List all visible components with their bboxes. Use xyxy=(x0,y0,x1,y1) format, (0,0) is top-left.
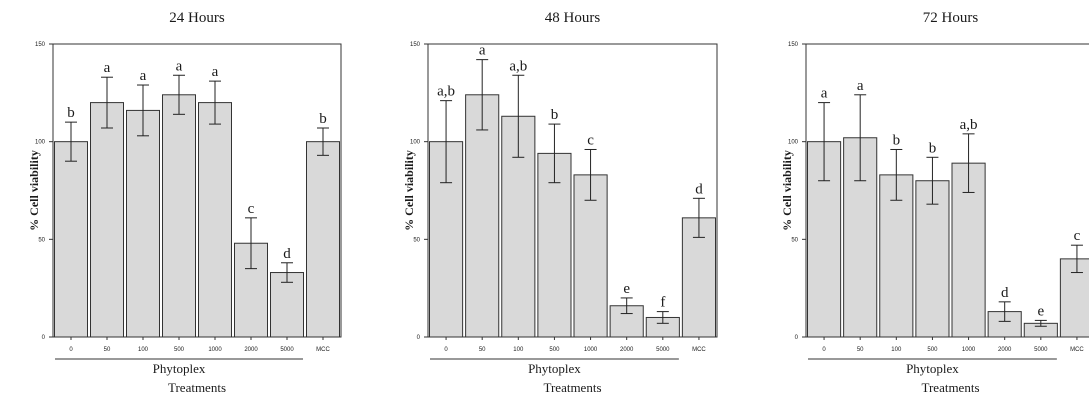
x-tick-label: 500 xyxy=(549,347,560,353)
y-tick-label: 150 xyxy=(410,42,421,48)
y-tick-label: 100 xyxy=(410,140,421,146)
y-tick-label: 50 xyxy=(38,237,45,243)
x-tick-label: 0 xyxy=(822,347,826,353)
x-tick-label: 50 xyxy=(857,347,864,353)
x-tick-label: 5000 xyxy=(280,347,294,353)
group-label: Phytoplex xyxy=(906,361,959,376)
x-tick-label: 100 xyxy=(138,347,149,353)
y-axis-label: % Cell viability xyxy=(402,150,416,231)
chart-panel-3: 72 Hours 0 50 100 150 % Cell viability a 0 a 50 b 1… xyxy=(780,10,1089,395)
x-tick-label: MCC xyxy=(692,347,706,353)
x-tick-label: 2000 xyxy=(244,347,258,353)
x-tick-label: 500 xyxy=(174,347,185,353)
x-tick-label: 1000 xyxy=(208,347,222,353)
significance-letter: d xyxy=(695,181,703,197)
chart-title: 72 Hours xyxy=(923,10,979,26)
x-tick-label: 1000 xyxy=(584,347,598,353)
significance-letter: e xyxy=(623,281,630,297)
bar xyxy=(465,94,500,338)
y-tick-label: 150 xyxy=(788,42,799,48)
group-label: Phytoplex xyxy=(153,361,206,376)
significance-letter: a xyxy=(176,58,183,74)
x-tick-label: 2000 xyxy=(620,347,634,353)
significance-letter: c xyxy=(587,132,594,148)
significance-letter: b xyxy=(551,107,559,123)
y-tick-label: 50 xyxy=(791,237,798,243)
x-tick-label: 0 xyxy=(444,347,448,353)
x-axis-label: Treatments xyxy=(168,380,226,395)
group-label: Phytoplex xyxy=(528,361,581,376)
x-tick-label: 5000 xyxy=(1034,347,1048,353)
significance-letter: d xyxy=(283,246,291,262)
significance-letter: b xyxy=(893,132,901,148)
bar xyxy=(198,102,232,338)
significance-letter: c xyxy=(1074,228,1081,244)
bar xyxy=(90,102,124,338)
x-tick-label: MCC xyxy=(1070,347,1084,353)
significance-letter: a,b xyxy=(960,117,978,133)
significance-letter: a xyxy=(140,68,147,84)
chart-panel-2: 48 Hours 0 50 100 150 % Cell viability a,b 0 a 50… xyxy=(402,10,718,395)
significance-letter: a xyxy=(104,60,111,76)
significance-letter: a xyxy=(212,64,219,80)
x-tick-label: MCC xyxy=(316,347,330,353)
significance-letter: e xyxy=(1037,303,1044,319)
significance-letter: a,b xyxy=(437,84,455,100)
significance-letter: b xyxy=(319,111,327,127)
x-tick-label: 1000 xyxy=(962,347,976,353)
significance-letter: b xyxy=(929,140,937,156)
x-tick-label: 500 xyxy=(927,347,938,353)
y-tick-label: 100 xyxy=(788,140,799,146)
chart-panel-1: 24 Hours 0 50 100 150 % Cell viability b 0 a 50 a 1… xyxy=(27,10,342,395)
y-axis-label: % Cell viability xyxy=(780,150,794,231)
y-tick-label: 150 xyxy=(35,42,46,48)
plot-frame xyxy=(427,43,718,338)
y-tick-label: 50 xyxy=(413,237,420,243)
x-tick-label: 0 xyxy=(69,347,73,353)
significance-letter: d xyxy=(1001,285,1009,301)
chart-title: 24 Hours xyxy=(169,10,225,26)
y-tick-label: 100 xyxy=(35,140,46,146)
x-tick-label: 5000 xyxy=(656,347,670,353)
bar xyxy=(126,109,160,338)
bar xyxy=(1059,258,1089,338)
significance-letter: f xyxy=(660,295,665,311)
y-axis-label: % Cell viability xyxy=(27,150,41,231)
y-tick-label: 0 xyxy=(417,335,421,341)
x-axis-label: Treatments xyxy=(543,380,601,395)
bar xyxy=(162,94,196,338)
x-tick-label: 100 xyxy=(891,347,902,353)
chart-title: 48 Hours xyxy=(545,10,601,26)
significance-letter: a xyxy=(479,43,486,59)
x-tick-label: 50 xyxy=(104,347,111,353)
significance-letter: a xyxy=(821,86,828,102)
significance-letter: a,b xyxy=(509,58,527,74)
y-tick-label: 0 xyxy=(42,335,46,341)
x-tick-label: 50 xyxy=(479,347,486,353)
bar xyxy=(54,141,88,338)
significance-letter: a xyxy=(857,78,864,94)
bar xyxy=(573,174,608,338)
plot-frame xyxy=(805,43,1089,338)
x-tick-label: 2000 xyxy=(998,347,1012,353)
bar xyxy=(306,141,340,338)
significance-letter: b xyxy=(67,105,75,121)
significance-letter: c xyxy=(248,201,255,217)
bar xyxy=(879,174,914,338)
x-tick-label: 100 xyxy=(513,347,524,353)
plot-frame xyxy=(52,43,342,338)
x-axis-label: Treatments xyxy=(921,380,979,395)
y-tick-label: 0 xyxy=(795,335,799,341)
